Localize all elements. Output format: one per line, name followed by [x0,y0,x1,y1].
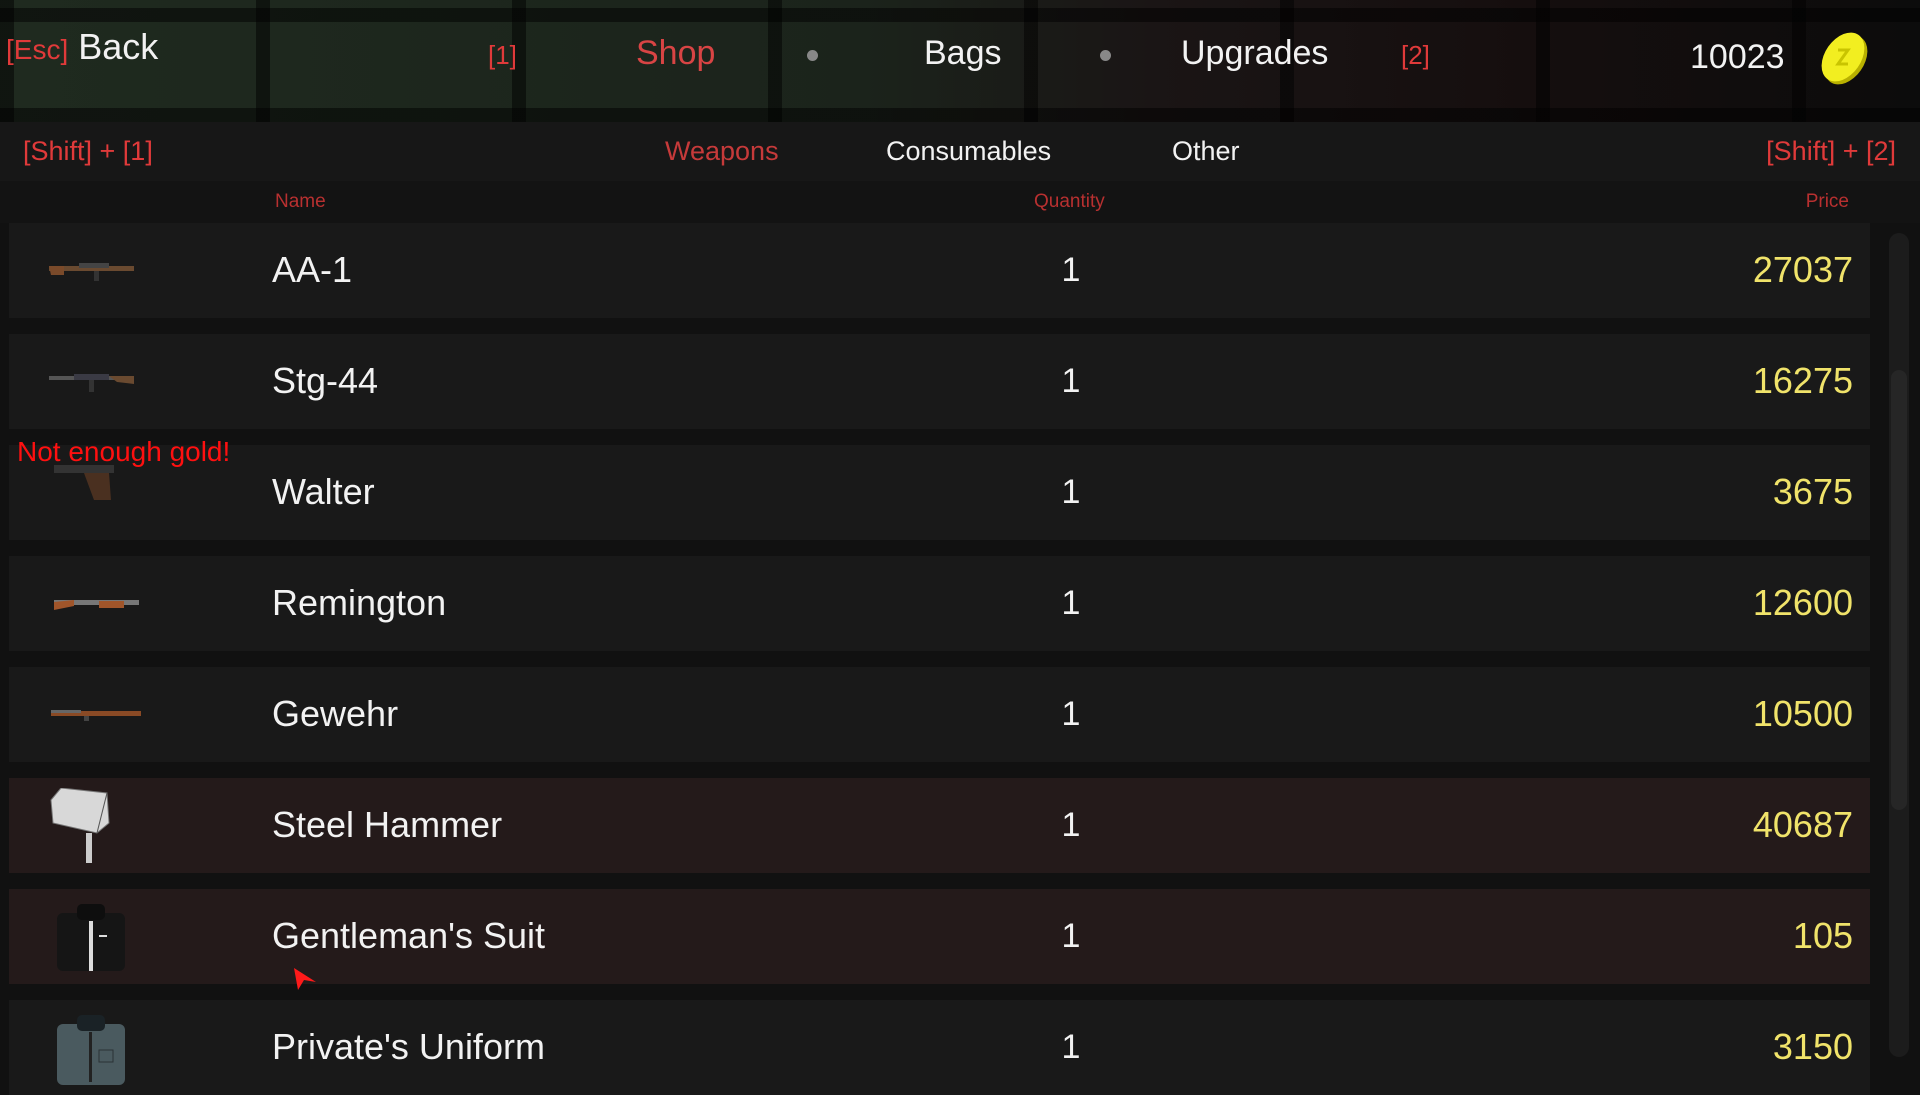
item-quantity: 1 [1061,251,1081,289]
shop-item-row[interactable]: Gewehr 1 10500 [9,667,1870,762]
tab-separator-dot [807,50,818,61]
shop-item-row[interactable]: AA-1 1 27037 [9,223,1870,318]
item-name: AA-1 [272,249,353,290]
bolt-rifle-icon [39,677,149,752]
item-name: Private's Uniform [272,1026,545,1067]
tab-upgrades[interactable]: Upgrades [1181,34,1329,72]
item-quantity: 1 [1061,584,1081,622]
category-consumables[interactable]: Consumables [886,136,1052,166]
shop-item-row[interactable]: Gentleman's Suit 1 105 [9,889,1870,984]
category-bar: [Shift] + [1] Weapons Consumables Other … [0,122,1920,181]
tab-shop[interactable]: Shop [636,34,716,72]
column-price[interactable]: Price [1805,191,1849,212]
item-price: 3150 [1772,1026,1853,1067]
item-quantity: 1 [1061,917,1081,955]
category-other[interactable]: Other [1172,136,1240,166]
cursor-icon [294,968,316,990]
item-name: Gentleman's Suit [272,915,546,956]
item-price: 105 [1792,915,1853,956]
item-name: Remington [272,582,447,623]
shop-item-row[interactable]: Stg-44 1 16275 [9,334,1870,429]
category-weapons[interactable]: Weapons [665,136,779,166]
back-button[interactable]: [Esc] Back [6,26,158,68]
back-label: Back [78,26,159,67]
assault-rifle-icon [39,344,149,419]
item-quantity: 1 [1061,1028,1081,1066]
item-quantity: 1 [1061,362,1081,400]
next-tab-key-hint: [2] [1401,40,1430,70]
hammer-icon [39,787,149,863]
shop-item-row[interactable]: Walter 1 3675 [9,445,1870,540]
column-quantity[interactable]: Quantity [1034,191,1105,212]
prev-tab-key-hint: [1] [488,40,517,70]
esc-key-hint: [Esc] [6,34,69,65]
suit-icon [39,899,149,974]
scrollbar-thumb[interactable] [1891,370,1907,810]
item-price: 16275 [1752,360,1853,401]
item-quantity: 1 [1061,695,1081,733]
shotgun-icon [39,566,149,641]
shop-item-row[interactable]: Remington 1 12600 [9,556,1870,651]
item-name: Steel Hammer [272,804,503,845]
item-name: Stg-44 [272,360,379,401]
gold-coin-icon [1821,32,1868,85]
item-price: 27037 [1752,249,1853,290]
item-price: 10500 [1752,693,1853,734]
gold-amount: 10023 [1690,38,1785,76]
item-price: 40687 [1752,804,1853,845]
tab-bags[interactable]: Bags [924,34,1002,72]
item-name: Gewehr [272,693,399,734]
top-bar: [Esc] Back [1] Shop Bags Upgrades [2] 10… [0,0,1920,122]
prev-category-key-hint: [Shift] + [1] [23,136,153,166]
not-enough-gold-warning: Not enough gold! [17,436,231,467]
item-name: Walter [272,471,375,512]
column-header: Name Quantity Price [0,181,1920,223]
tab-separator-dot [1100,50,1111,61]
shop-item-row[interactable]: Private's Uniform 1 3150 [9,1000,1870,1095]
shop-item-row[interactable]: Steel Hammer 1 40687 [9,778,1870,873]
uniform-icon [39,1010,149,1085]
column-name[interactable]: Name [275,191,326,212]
pistol-icon [39,455,149,530]
item-price: 12600 [1752,582,1853,623]
item-quantity: 1 [1061,806,1081,844]
next-category-key-hint: [Shift] + [2] [1766,136,1896,166]
rifle-icon [39,233,149,308]
item-quantity: 1 [1061,473,1081,511]
item-price: 3675 [1772,471,1853,512]
